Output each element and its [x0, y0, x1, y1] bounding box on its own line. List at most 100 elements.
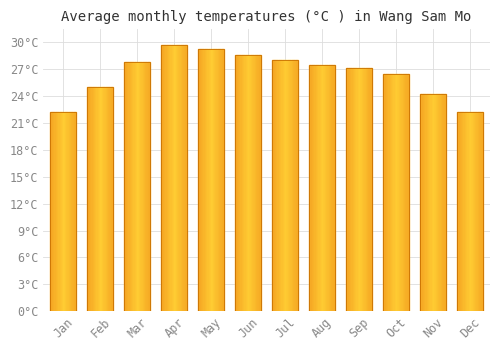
Bar [98, 87, 99, 311]
Bar [370, 68, 372, 311]
Bar [54, 112, 56, 311]
Bar [294, 61, 296, 311]
Bar [256, 55, 258, 311]
Bar [321, 65, 322, 311]
Bar [132, 62, 134, 311]
Bar [440, 93, 441, 311]
Bar [186, 45, 187, 311]
Bar [396, 74, 398, 311]
Bar [110, 87, 112, 311]
Bar [166, 45, 168, 311]
Bar [252, 55, 254, 311]
Bar [420, 93, 422, 311]
Bar [198, 49, 224, 311]
Bar [50, 112, 52, 311]
Bar [146, 62, 148, 311]
Bar [251, 55, 252, 311]
Bar [430, 93, 432, 311]
Bar [60, 112, 61, 311]
Bar [432, 93, 433, 311]
Bar [140, 62, 141, 311]
Bar [71, 112, 72, 311]
Bar [356, 68, 358, 311]
Bar [424, 93, 425, 311]
Bar [387, 74, 388, 311]
Bar [310, 65, 312, 311]
Bar [363, 68, 364, 311]
Bar [289, 61, 290, 311]
Bar [210, 49, 211, 311]
Bar [128, 62, 130, 311]
Bar [322, 65, 324, 311]
Bar [437, 93, 438, 311]
Bar [429, 93, 430, 311]
Bar [208, 49, 210, 311]
Bar [200, 49, 201, 311]
Bar [216, 49, 218, 311]
Bar [465, 112, 466, 311]
Bar [458, 112, 460, 311]
Bar [215, 49, 216, 311]
Bar [438, 93, 440, 311]
Bar [176, 45, 177, 311]
Bar [434, 93, 436, 311]
Bar [330, 65, 331, 311]
Bar [212, 49, 214, 311]
Bar [408, 74, 409, 311]
Bar [285, 61, 286, 311]
Bar [180, 45, 181, 311]
Bar [309, 65, 310, 311]
Bar [468, 112, 470, 311]
Bar [426, 93, 428, 311]
Bar [406, 74, 408, 311]
Bar [366, 68, 367, 311]
Bar [324, 65, 326, 311]
Bar [309, 65, 335, 311]
Bar [476, 112, 478, 311]
Bar [248, 55, 250, 311]
Bar [53, 112, 54, 311]
Bar [134, 62, 136, 311]
Bar [254, 55, 256, 311]
Bar [57, 112, 58, 311]
Bar [247, 55, 248, 311]
Bar [204, 49, 205, 311]
Bar [239, 55, 240, 311]
Bar [219, 49, 220, 311]
Bar [103, 87, 104, 311]
Bar [350, 68, 352, 311]
Bar [138, 62, 140, 311]
Bar [112, 87, 114, 311]
Bar [280, 61, 281, 311]
Bar [148, 62, 149, 311]
Bar [131, 62, 132, 311]
Bar [244, 55, 246, 311]
Bar [56, 112, 57, 311]
Bar [278, 61, 280, 311]
Bar [457, 112, 483, 311]
Bar [462, 112, 464, 311]
Bar [297, 61, 298, 311]
Bar [198, 49, 200, 311]
Bar [296, 61, 297, 311]
Bar [62, 112, 64, 311]
Bar [425, 93, 426, 311]
Bar [442, 93, 444, 311]
Bar [326, 65, 328, 311]
Bar [457, 112, 458, 311]
Bar [50, 112, 76, 311]
Bar [274, 61, 275, 311]
Bar [362, 68, 363, 311]
Bar [178, 45, 180, 311]
Bar [388, 74, 390, 311]
Bar [401, 74, 402, 311]
Bar [201, 49, 202, 311]
Bar [422, 93, 424, 311]
Bar [170, 45, 172, 311]
Bar [66, 112, 68, 311]
Bar [391, 74, 392, 311]
Bar [127, 62, 128, 311]
Bar [96, 87, 98, 311]
Bar [104, 87, 106, 311]
Bar [420, 93, 446, 311]
